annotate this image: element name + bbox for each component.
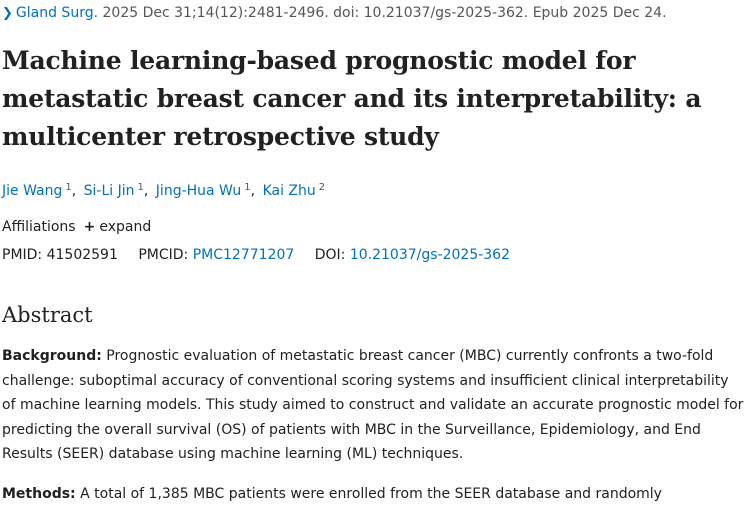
affiliation-ref[interactable]: 1 bbox=[65, 182, 72, 193]
author-separator: , bbox=[143, 183, 149, 199]
abstract-background: Background: Prognostic evaluation of met… bbox=[2, 344, 744, 467]
pmid-value: 41502591 bbox=[46, 247, 118, 263]
pmcid-link[interactable]: PMC12771207 bbox=[192, 247, 295, 263]
article-title: Machine learning-based prognostic model … bbox=[2, 46, 702, 151]
pmid-group: PMID: 41502591 bbox=[2, 247, 118, 263]
abstract-methods: Methods: A total of 1,385 MBC patients w… bbox=[2, 482, 744, 507]
background-label: Background: bbox=[2, 348, 102, 364]
abstract-heading: Abstract bbox=[2, 303, 93, 327]
doi-group: DOI: 10.21037/gs-2025-362 bbox=[315, 247, 510, 263]
citation-line: ❯ Gland Surg. 2025 Dec 31;14(12):2481-249… bbox=[2, 4, 667, 23]
pmcid-label: PMCID: bbox=[138, 247, 189, 263]
journal-link[interactable]: Gland Surg. bbox=[15, 5, 99, 21]
affiliation-ref[interactable]: 1 bbox=[244, 182, 251, 193]
doi-label: DOI: bbox=[314, 247, 346, 263]
author-link-kai-zhu[interactable]: Kai Zhu bbox=[262, 183, 316, 199]
citation-details: 2025 Dec 31;14(12):2481-2496. doi: 10.21… bbox=[102, 5, 667, 21]
background-text: Prognostic evaluation of metastatic brea… bbox=[2, 348, 744, 462]
methods-text: A total of 1,385 MBC patients were enrol… bbox=[80, 486, 662, 502]
author-link-si-li-jin[interactable]: Si-Li Jin bbox=[83, 183, 135, 199]
author-separator: , bbox=[250, 183, 256, 199]
expand-label: expand bbox=[99, 219, 152, 235]
identifier-row: PMID: 41502591 PMCID: PMC12771207 DOI: 1… bbox=[2, 246, 526, 264]
chevron-right-icon: ❯ bbox=[2, 6, 13, 21]
affiliation-ref[interactable]: 2 bbox=[318, 182, 326, 193]
pmid-label: PMID: bbox=[2, 247, 43, 263]
author-link-jing-hua-wu[interactable]: Jing-Hua Wu bbox=[155, 183, 242, 199]
plus-icon: + bbox=[83, 219, 96, 235]
affiliations-label: Affiliations bbox=[2, 219, 76, 235]
author-list: Jie Wang 1, Si-Li Jin 1, Jing-Hua Wu 1, Kai… bbox=[2, 178, 325, 201]
affiliation-ref[interactable]: 1 bbox=[137, 182, 144, 193]
author-separator: , bbox=[71, 183, 77, 199]
pmcid-group: PMCID: PMC12771207 bbox=[138, 247, 294, 263]
methods-label: Methods: bbox=[2, 486, 76, 502]
author-link-jie-wang[interactable]: Jie Wang bbox=[2, 183, 63, 199]
doi-link[interactable]: 10.21037/gs-2025-362 bbox=[349, 247, 510, 263]
affiliations-toggle[interactable]: Affiliations + expand bbox=[2, 218, 151, 236]
